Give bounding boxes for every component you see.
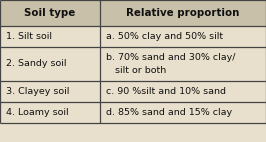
Text: a. 50% clay and 50% silt: a. 50% clay and 50% silt <box>106 32 223 41</box>
Text: d. 85% sand and 15% clay: d. 85% sand and 15% clay <box>106 108 232 117</box>
Text: c. 90 %silt and 10% sand: c. 90 %silt and 10% sand <box>106 87 226 96</box>
Text: 2. Sandy soil: 2. Sandy soil <box>6 59 66 68</box>
Bar <box>0 0 266 26</box>
Text: Relative proportion: Relative proportion <box>126 8 240 18</box>
Text: Soil type: Soil type <box>24 8 76 18</box>
Text: 3. Clayey soil: 3. Clayey soil <box>6 87 69 96</box>
Text: b. 70% sand and 30% clay/: b. 70% sand and 30% clay/ <box>106 53 235 62</box>
Text: silt or both: silt or both <box>106 66 166 75</box>
Text: 4. Loamy soil: 4. Loamy soil <box>6 108 68 117</box>
Text: 1. Silt soil: 1. Silt soil <box>6 32 52 41</box>
